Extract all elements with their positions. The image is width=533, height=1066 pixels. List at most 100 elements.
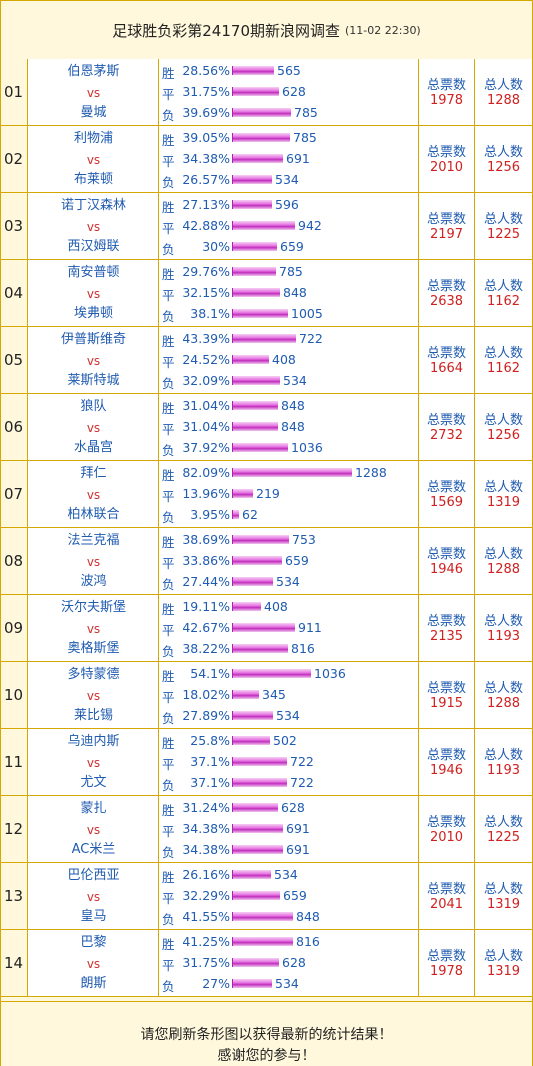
result-percent: 33.86% <box>182 553 230 568</box>
total-votes-value: 2041 <box>429 897 464 912</box>
versus-label: vs <box>86 622 101 636</box>
away-team: 朗斯 <box>80 976 107 991</box>
result-percent: 42.67% <box>182 620 230 635</box>
total-people-value: 1162 <box>486 361 521 376</box>
total-people-label: 总人数 <box>483 78 523 93</box>
result-percent: 32.15% <box>182 285 230 300</box>
result-percent: 34.38% <box>182 151 230 166</box>
result-label: 胜 <box>162 200 175 215</box>
result-bar <box>232 221 295 230</box>
total-votes-label: 总票数 <box>426 547 466 562</box>
total-people-value: 1288 <box>486 93 521 108</box>
result-bar <box>232 334 296 343</box>
total-people-label: 总人数 <box>483 882 523 897</box>
match-row: 08 法兰克福 vs 波鸿 胜 38.69% 753 平 33.86% 659 负 27.44% 534… <box>1 528 532 595</box>
result-percent: 27.13% <box>182 197 230 212</box>
total-votes-cell: 总票数 2732 <box>419 394 475 460</box>
result-bar <box>232 401 278 410</box>
total-people-value: 1193 <box>486 763 521 778</box>
result-label: 平 <box>162 87 175 102</box>
result-percent: 41.25% <box>182 934 230 949</box>
result-percent: 82.09% <box>182 465 230 480</box>
result-count: 1005 <box>291 306 323 321</box>
result-distribution: 胜 54.1% 1036 平 18.02% 345 负 27.89% 534 <box>159 662 419 728</box>
result-percent: 31.75% <box>182 955 230 970</box>
total-people-label: 总人数 <box>483 480 523 495</box>
total-votes-label: 总票数 <box>426 748 466 763</box>
total-people-label: 总人数 <box>483 279 523 294</box>
versus-label: vs <box>86 287 101 301</box>
match-teams: 巴伦西亚 vs 皇马 <box>28 863 159 929</box>
total-people-value: 1225 <box>486 830 521 845</box>
result-percent: 37.92% <box>182 440 230 455</box>
result-bar <box>232 778 287 787</box>
total-votes-cell: 总票数 2638 <box>419 260 475 326</box>
result-count: 534 <box>283 373 307 388</box>
result-label: 平 <box>162 891 175 906</box>
result-bar <box>232 669 311 678</box>
home-team: 乌迪内斯 <box>67 734 120 749</box>
home-team: 蒙扎 <box>80 801 107 816</box>
result-label: 平 <box>162 757 175 772</box>
total-people-cell: 总人数 1256 <box>475 394 532 460</box>
versus-label: vs <box>86 756 101 770</box>
result-percent: 54.1% <box>190 666 230 681</box>
result-percent: 41.55% <box>182 909 230 924</box>
total-votes-value: 2197 <box>429 227 464 242</box>
result-label: 平 <box>162 690 175 705</box>
result-count: 659 <box>280 239 304 254</box>
result-bar <box>232 556 282 565</box>
total-people-cell: 总人数 1225 <box>475 796 532 862</box>
versus-label: vs <box>86 823 101 837</box>
result-bar <box>232 242 277 251</box>
total-votes-cell: 总票数 2197 <box>419 193 475 259</box>
result-bar <box>232 870 271 879</box>
result-count: 502 <box>273 733 297 748</box>
result-bar <box>232 175 272 184</box>
result-distribution: 胜 26.16% 534 平 32.29% 659 负 41.55% 848 <box>159 863 419 929</box>
result-count: 628 <box>282 955 306 970</box>
result-percent: 39.69% <box>182 105 230 120</box>
total-votes-value: 2135 <box>429 629 464 644</box>
versus-label: vs <box>86 890 101 904</box>
result-percent: 24.52% <box>182 352 230 367</box>
total-people-cell: 总人数 1319 <box>475 863 532 929</box>
result-percent: 38.1% <box>190 306 230 321</box>
home-team: 狼队 <box>80 399 107 414</box>
total-votes-value: 1569 <box>429 495 464 510</box>
total-people-value: 1288 <box>486 696 521 711</box>
total-people-label: 总人数 <box>483 346 523 361</box>
versus-label: vs <box>86 488 101 502</box>
total-people-cell: 总人数 1162 <box>475 327 532 393</box>
result-percent: 38.69% <box>182 532 230 547</box>
match-teams: 蒙扎 vs AC米兰 <box>28 796 159 862</box>
total-votes-cell: 总票数 2041 <box>419 863 475 929</box>
result-percent: 31.75% <box>182 84 230 99</box>
result-label: 胜 <box>162 736 175 751</box>
result-label: 负 <box>162 309 175 324</box>
match-teams: 巴黎 vs 朗斯 <box>28 930 159 996</box>
home-team: 伊普斯维奇 <box>60 332 126 347</box>
result-distribution: 胜 82.09% 1288 平 13.96% 219 负 3.95% 62 <box>159 461 419 527</box>
result-bar <box>232 376 280 385</box>
total-people-label: 总人数 <box>483 614 523 629</box>
result-label: 胜 <box>162 937 175 952</box>
result-label: 胜 <box>162 334 175 349</box>
total-votes-value: 2732 <box>429 428 464 443</box>
result-count: 596 <box>275 197 299 212</box>
result-bar <box>232 468 352 477</box>
result-percent: 31.04% <box>182 419 230 434</box>
result-count: 753 <box>292 532 316 547</box>
versus-label: vs <box>86 354 101 368</box>
result-count: 1036 <box>314 666 346 681</box>
match-row: 02 利物浦 vs 布莱顿 胜 39.05% 785 平 34.38% 691 负 26.57% 534… <box>1 126 532 193</box>
result-percent: 32.29% <box>182 888 230 903</box>
result-bar <box>232 644 288 653</box>
result-label: 负 <box>162 443 175 458</box>
result-count: 408 <box>272 352 296 367</box>
result-count: 628 <box>281 800 305 815</box>
result-bar <box>232 355 269 364</box>
total-people-label: 总人数 <box>483 212 523 227</box>
result-bar <box>232 87 279 96</box>
match-list: 01 伯恩茅斯 vs 曼城胜 28.56% 565 平 31.75% 628 负 39.69% 785… <box>1 59 532 997</box>
